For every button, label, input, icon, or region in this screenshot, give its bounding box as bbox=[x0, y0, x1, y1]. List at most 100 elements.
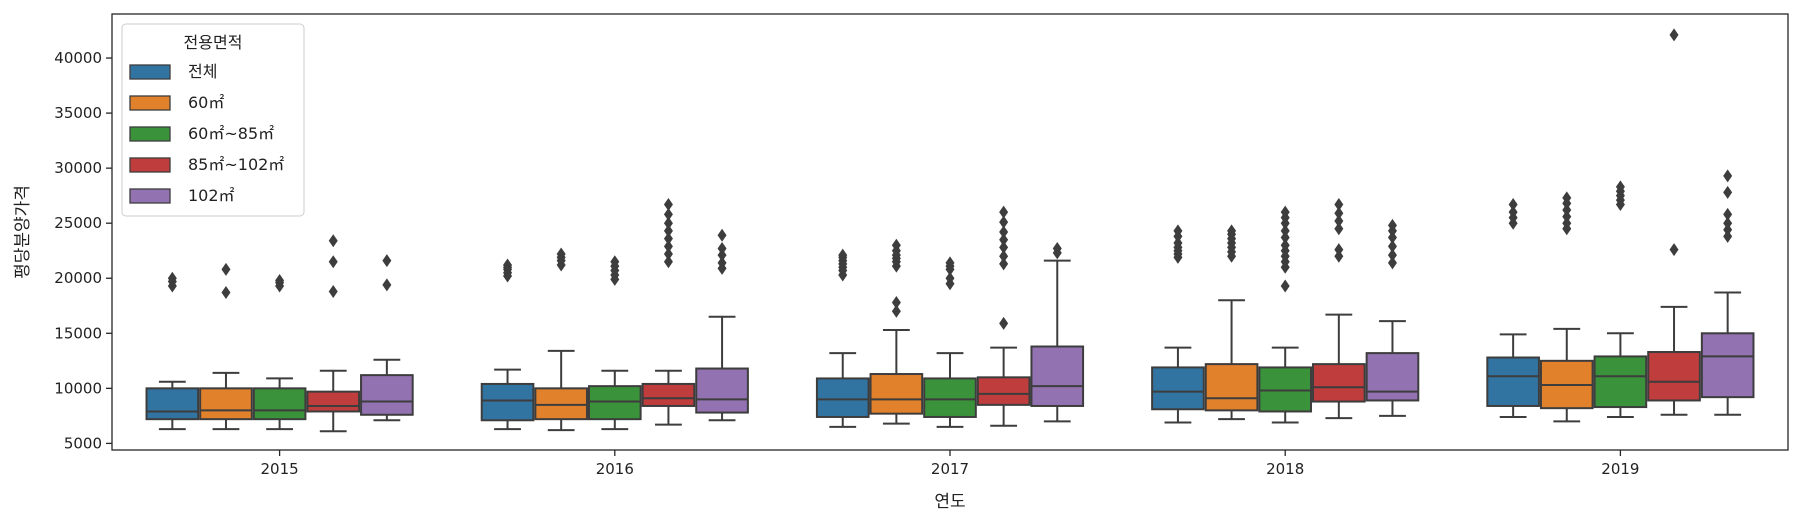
outlier-point bbox=[663, 207, 673, 221]
y-axis: 5000 10000 15000 20000 25000 30000 35000 40000 bbox=[54, 49, 112, 452]
outlier-point bbox=[1615, 180, 1625, 194]
y-tick-label: 20000 bbox=[54, 269, 102, 287]
box-2015-3 bbox=[306, 234, 361, 433]
outlier-point bbox=[945, 256, 955, 270]
outlier-point bbox=[1508, 205, 1518, 219]
box-2019-3 bbox=[1647, 28, 1701, 416]
box-2018-2 bbox=[1258, 205, 1313, 424]
box-body bbox=[695, 367, 749, 414]
outlier-point bbox=[1723, 229, 1733, 243]
legend-swatch bbox=[129, 188, 171, 204]
outlier-point bbox=[1387, 248, 1397, 262]
box-body bbox=[252, 387, 307, 421]
y-tick-label: 30000 bbox=[54, 159, 102, 177]
outlier-point bbox=[663, 255, 673, 269]
outlier-point bbox=[1387, 239, 1397, 253]
outlier-point bbox=[1723, 207, 1733, 221]
box-2019-2 bbox=[1593, 180, 1648, 418]
box-body bbox=[1312, 363, 1366, 403]
x-axis: 2015 2016 2017 2018 2019 bbox=[261, 450, 1639, 478]
legend-swatch bbox=[129, 157, 171, 173]
box-body bbox=[1204, 363, 1259, 412]
box-2017-2 bbox=[923, 256, 977, 428]
plot-layer bbox=[145, 28, 1755, 433]
legend-swatch bbox=[129, 64, 171, 80]
outlier-point bbox=[717, 242, 727, 256]
outlier-point bbox=[221, 286, 231, 300]
y-tick-label: 10000 bbox=[54, 379, 102, 397]
outlier-point bbox=[1387, 218, 1397, 232]
box-body bbox=[1700, 332, 1755, 399]
outlier-point bbox=[556, 247, 566, 261]
y-axis-label: 평당분양가격 bbox=[13, 185, 33, 279]
box-body bbox=[869, 373, 924, 415]
outlier-point bbox=[503, 258, 513, 272]
outlier-point bbox=[999, 316, 1009, 330]
outlier-point bbox=[891, 295, 901, 309]
legend-items: 전체 60㎡ 60㎡~85㎡ 85㎡~102㎡ 102㎡ bbox=[129, 62, 284, 205]
box-2015-4 bbox=[360, 254, 414, 422]
box-2015-2 bbox=[252, 273, 307, 431]
outlier-point bbox=[1562, 216, 1572, 230]
outlier-point bbox=[1280, 224, 1290, 238]
outlier-point bbox=[1173, 224, 1183, 238]
outlier-point bbox=[382, 278, 392, 292]
outlier-point bbox=[663, 197, 673, 211]
outlier-point bbox=[717, 248, 727, 262]
box-body bbox=[1030, 345, 1085, 407]
x-tick-label: 2015 bbox=[261, 460, 299, 478]
outlier-point bbox=[1334, 222, 1344, 236]
box-body bbox=[534, 387, 588, 421]
outlier-point bbox=[663, 224, 673, 238]
outlier-point bbox=[1280, 279, 1290, 293]
box-2016-1 bbox=[534, 247, 588, 432]
outlier-point bbox=[382, 254, 392, 268]
box-body bbox=[306, 390, 361, 413]
box-2016-2 bbox=[587, 255, 642, 431]
legend-swatch bbox=[129, 95, 171, 111]
outlier-point bbox=[945, 271, 955, 285]
x-tick-label: 2017 bbox=[931, 460, 969, 478]
outlier-point bbox=[1334, 243, 1344, 257]
box-body bbox=[145, 387, 200, 421]
outlier-point bbox=[717, 256, 727, 270]
box-2017-3 bbox=[976, 205, 1031, 427]
box-body bbox=[480, 382, 535, 422]
outlier-point bbox=[717, 228, 727, 242]
y-tick-label: 25000 bbox=[54, 214, 102, 232]
outlier-point bbox=[663, 216, 673, 230]
outlier-point bbox=[1334, 197, 1344, 211]
legend-label: 60㎡ bbox=[188, 93, 224, 112]
legend-label: 60㎡~85㎡ bbox=[188, 124, 274, 143]
legend-title: 전용면적 bbox=[184, 33, 243, 52]
outlier-point bbox=[328, 284, 338, 298]
outlier-point bbox=[1387, 256, 1397, 270]
box-2017-0 bbox=[815, 248, 870, 428]
box-body bbox=[199, 387, 253, 421]
box-body bbox=[641, 382, 696, 407]
x-axis-label: 연도 bbox=[934, 492, 965, 512]
box-body bbox=[1593, 355, 1648, 409]
outlier-point bbox=[1052, 242, 1062, 256]
outlier-point bbox=[838, 248, 848, 262]
box-2019-1 bbox=[1539, 191, 1594, 423]
outlier-point bbox=[1723, 223, 1733, 237]
box-2018-0 bbox=[1151, 224, 1205, 424]
box-2018-3 bbox=[1312, 197, 1366, 420]
box-2015-0 bbox=[145, 271, 200, 431]
legend-label: 102㎡ bbox=[188, 186, 235, 205]
box-2015-1 bbox=[199, 262, 253, 431]
outlier-point bbox=[891, 304, 901, 318]
box-2018-4 bbox=[1365, 218, 1420, 417]
outlier-point bbox=[999, 205, 1009, 219]
box-body bbox=[976, 376, 1031, 406]
box-body bbox=[360, 374, 414, 416]
box-2017-1 bbox=[869, 238, 924, 425]
outlier-point bbox=[1723, 216, 1733, 230]
box-body bbox=[1647, 351, 1701, 402]
outlier-point bbox=[1280, 231, 1290, 245]
legend-label: 전체 bbox=[188, 62, 217, 81]
legend-label: 85㎡~102㎡ bbox=[188, 155, 284, 174]
outlier-point bbox=[891, 238, 901, 252]
box-body bbox=[1258, 366, 1313, 413]
